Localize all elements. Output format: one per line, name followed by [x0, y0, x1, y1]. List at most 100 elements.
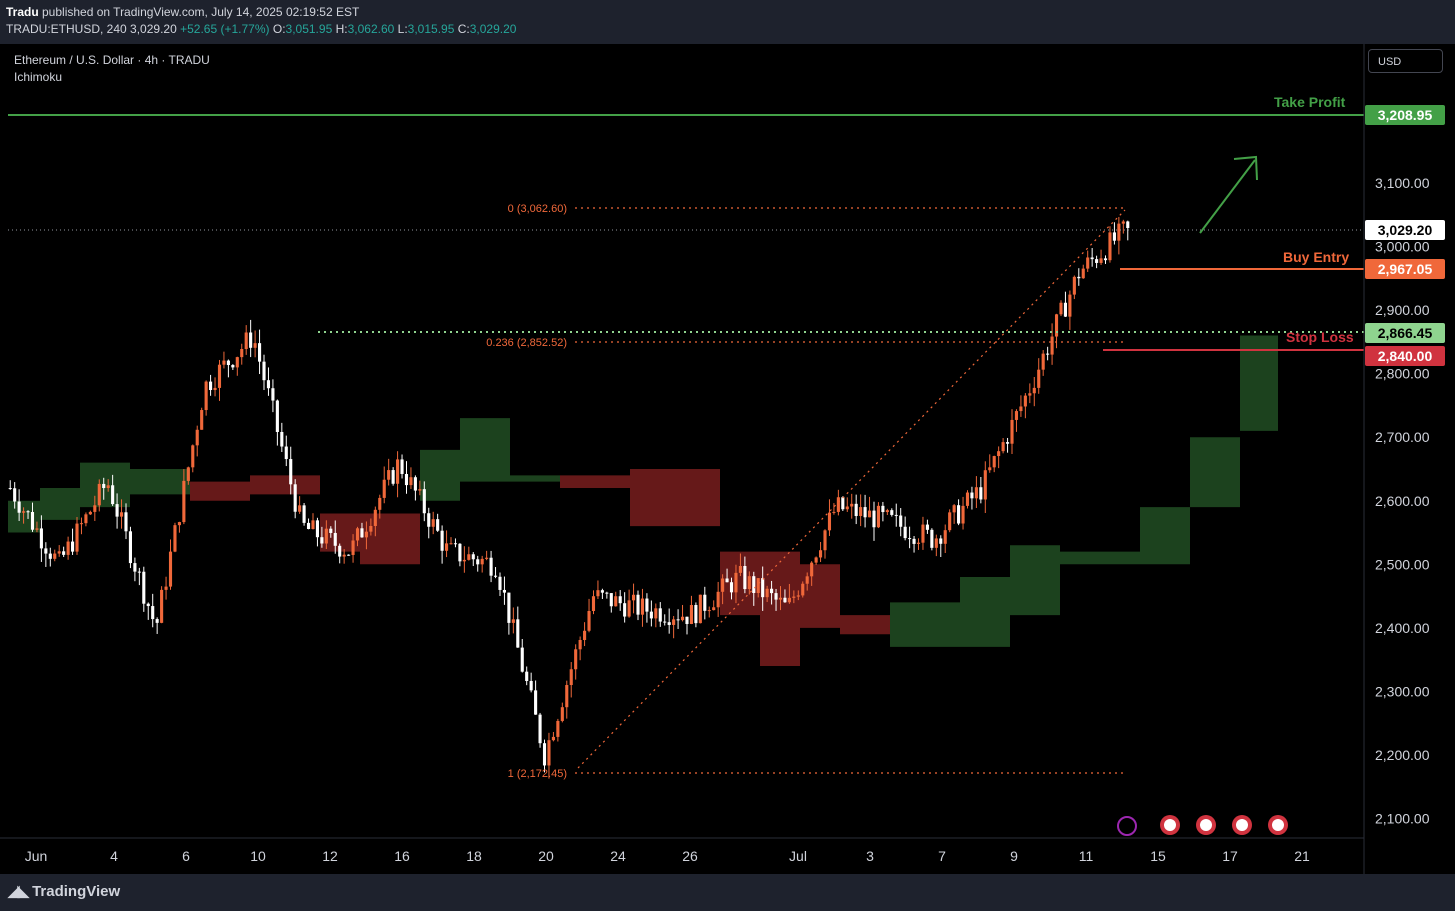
time-tick-label: 10: [250, 848, 266, 864]
low-label: L:: [397, 22, 408, 36]
price-tick-label: 2,900.00: [1375, 302, 1430, 318]
candle-body: [890, 510, 894, 515]
lightning-event-icon: [1117, 816, 1137, 836]
candle-body: [369, 525, 373, 532]
candle-body: [765, 588, 769, 598]
candles: [8, 216, 1130, 779]
candle-body: [280, 431, 284, 447]
candle-body: [427, 513, 431, 527]
candle-body: [489, 557, 493, 576]
candle-body: [525, 671, 529, 681]
candle-body: [614, 596, 618, 607]
candle-body: [534, 690, 538, 715]
candle-body: [30, 511, 35, 530]
candle-body: [841, 497, 845, 510]
candle-body: [845, 506, 849, 510]
candle-body: [925, 524, 929, 530]
candle-body: [916, 542, 921, 544]
candle-body: [124, 512, 128, 532]
candle-body: [908, 538, 912, 540]
candle-body: [400, 459, 404, 474]
candle-body: [583, 630, 587, 641]
candle-body: [155, 619, 159, 623]
candle-body: [35, 528, 39, 530]
take-profit-price-tag: 3,208.95: [1365, 105, 1445, 125]
current-price-tag: 3,029.20: [1365, 220, 1445, 240]
author-name[interactable]: Tradu: [6, 5, 39, 19]
candle-body: [71, 541, 75, 552]
candle-body: [859, 507, 863, 517]
candle-body: [1006, 442, 1010, 444]
candle-body: [266, 380, 271, 389]
low-value: 3,015.95: [407, 22, 455, 36]
candle-body: [485, 557, 489, 559]
candle-body: [752, 576, 756, 593]
candle-body: [111, 485, 115, 505]
candle-body: [311, 520, 315, 530]
cloud-segment: [890, 602, 960, 647]
price-chart[interactable]: 0 (3,062.60) 0.236 (2,852.52) 1 (2,172.45)…: [0, 44, 1455, 874]
candle-body: [1095, 259, 1099, 263]
price-change: +52.65 (+1.77%): [180, 22, 270, 36]
candle-body: [970, 492, 974, 499]
candle-body: [306, 522, 311, 530]
candle-body: [1019, 406, 1023, 412]
candle-body: [836, 497, 840, 512]
candle-body: [284, 446, 288, 460]
candle-body: [738, 565, 742, 573]
candle-body: [396, 459, 400, 484]
candle-body: [997, 451, 1001, 457]
candle-body: [240, 349, 244, 358]
stop-loss-price-tag: 2,840.00: [1365, 346, 1445, 366]
candle-body: [792, 596, 796, 598]
candle-body: [761, 578, 765, 598]
close-value: 3,029.20: [469, 22, 517, 36]
candle-body: [409, 477, 413, 486]
candle-body: [899, 515, 903, 527]
candle-body: [712, 607, 716, 611]
time-tick-label: 21: [1294, 848, 1310, 864]
time-tick-label: 9: [1010, 848, 1018, 864]
currency-button[interactable]: USD: [1368, 49, 1443, 73]
cloud-segment: [40, 488, 80, 520]
candle-body: [329, 528, 333, 533]
candle-body: [480, 558, 484, 565]
candle-body: [498, 576, 502, 590]
indicator-name[interactable]: Ichimoku: [14, 70, 63, 84]
time-tick-label: 7: [938, 848, 946, 864]
candle-body: [827, 512, 832, 531]
tradingview-logo[interactable]: ◢◣ TradingView: [8, 882, 120, 901]
candle-body: [119, 512, 124, 517]
candle-body: [1090, 257, 1094, 260]
candle-body: [957, 505, 961, 524]
symbol-title: Ethereum / U.S. Dollar · 4h · TRADU: [14, 53, 210, 67]
cloud-segment: [510, 475, 560, 482]
candle-body: [694, 605, 698, 624]
candle-body: [1001, 442, 1005, 452]
candle-body: [507, 592, 511, 623]
candle-body: [244, 332, 248, 350]
close-label: C:: [457, 22, 470, 36]
candle-body: [854, 503, 858, 517]
time-tick-label: Jul: [789, 848, 807, 864]
candle-body: [467, 554, 471, 560]
candle-body: [1046, 353, 1050, 355]
candle-body: [574, 649, 578, 670]
quote-line: TRADU:ETHUSD, 240 3,029.20 +52.65 (+1.77…: [6, 22, 516, 36]
candle-body: [182, 480, 186, 523]
candle-body: [195, 429, 199, 446]
candle-body: [226, 360, 230, 366]
us-flag-inner: [1200, 819, 1212, 831]
candle-body: [342, 554, 346, 557]
us-flag-inner: [1272, 819, 1284, 831]
candle-body: [542, 743, 547, 766]
fib-label-1: 1 (2,172.45): [508, 768, 567, 780]
time-tick-label: 11: [1079, 848, 1094, 864]
candle-body: [449, 543, 453, 545]
candle-body: [289, 459, 293, 485]
candle-body: [378, 497, 382, 510]
us-flag-inner: [1164, 819, 1176, 831]
candle-body: [819, 550, 823, 558]
fib-label-0: 0 (3,062.60): [508, 203, 567, 215]
candle-body: [1023, 395, 1027, 407]
